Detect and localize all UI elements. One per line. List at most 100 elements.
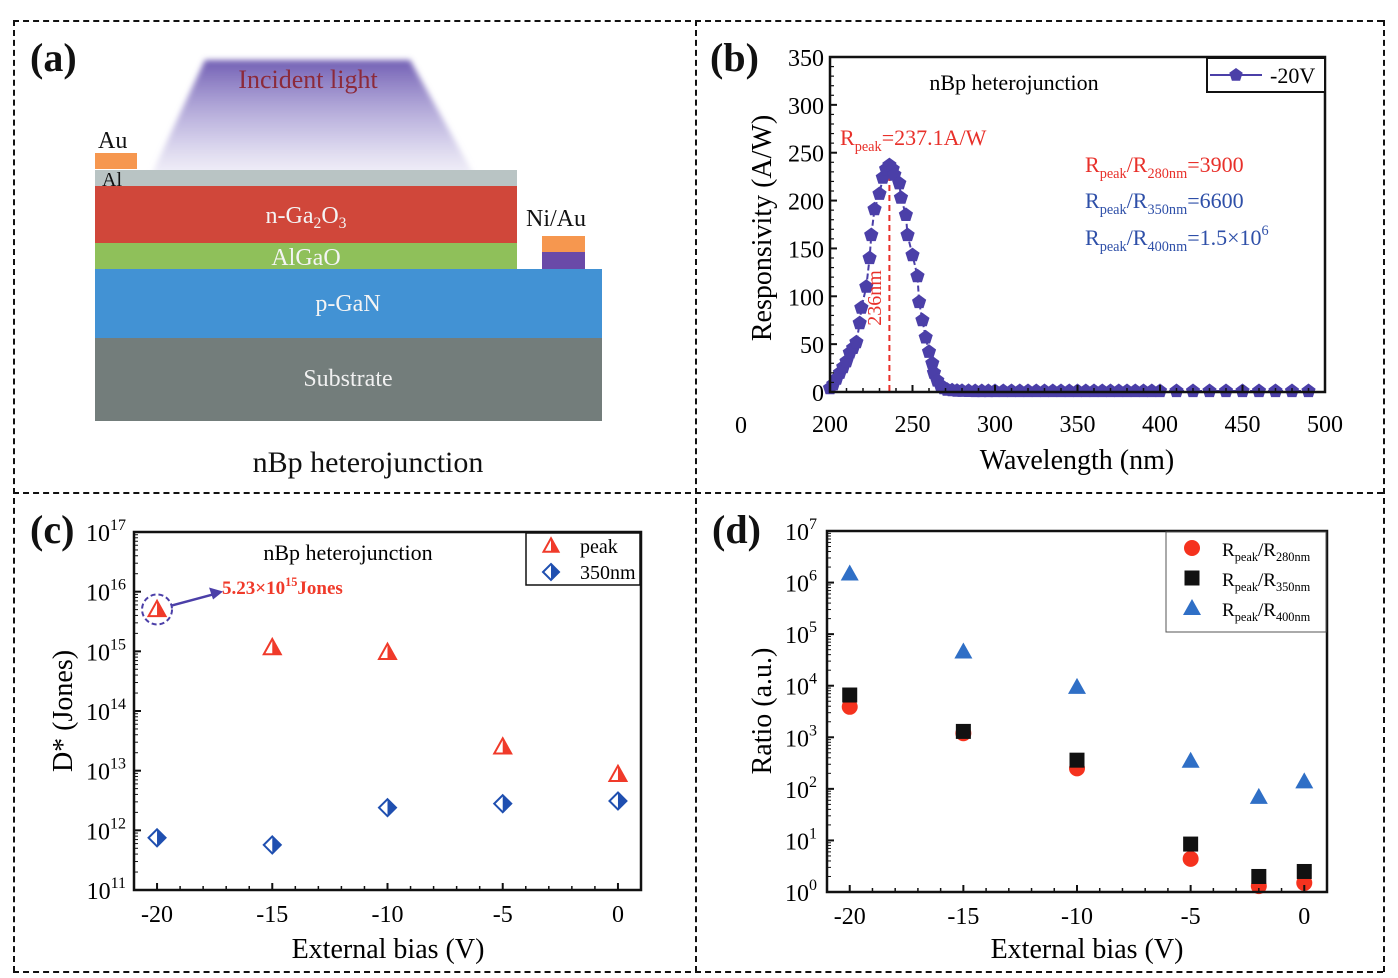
data-point-triangle xyxy=(1181,751,1200,768)
panel-border-top xyxy=(13,20,1383,22)
data-point xyxy=(846,340,861,354)
data-point xyxy=(940,382,955,396)
arrowhead-icon xyxy=(209,587,224,600)
data-point xyxy=(1152,383,1168,398)
x-tick-label: 0 xyxy=(1298,904,1310,930)
data-point xyxy=(968,383,983,398)
data-point xyxy=(882,157,897,172)
peak-annotation: Rpeak=237.1A/W xyxy=(840,125,987,155)
data-point xyxy=(900,227,915,242)
data-point xyxy=(915,312,930,327)
layer-al xyxy=(95,170,517,186)
legend-marker xyxy=(541,562,561,582)
x-tick-label: 300 xyxy=(977,412,1013,438)
data-point xyxy=(1235,383,1250,398)
plot-frame xyxy=(825,529,1329,894)
legend-marker-fill xyxy=(551,538,559,552)
data-point xyxy=(859,279,874,293)
data-point xyxy=(1218,383,1234,398)
legend-marker-pentagon xyxy=(1229,68,1243,81)
data-point-circle xyxy=(955,725,972,742)
layer-p-gan xyxy=(95,269,602,338)
data-point xyxy=(949,383,965,397)
data-point-350nm-fill xyxy=(157,829,166,847)
legend-label-350: Rpeak/R350nm xyxy=(1222,570,1311,594)
legend-marker xyxy=(541,536,561,553)
contact-al-label: Al xyxy=(102,169,122,191)
y-tick-label: 102 xyxy=(785,774,817,804)
x-tick-label: 500 xyxy=(1307,412,1343,438)
panel-label-c: (c) xyxy=(30,507,75,552)
data-point-350nm-fill xyxy=(502,795,512,813)
extra-x-tick-label: 0 xyxy=(735,413,747,439)
contact-ni-au-label: Ni/Au xyxy=(526,206,586,232)
legend: peak 350nm xyxy=(525,532,641,586)
data-point xyxy=(1020,383,1036,398)
x-tick-label: -5 xyxy=(493,902,513,928)
y-tick-label: 0 xyxy=(812,381,824,407)
data-point xyxy=(862,250,877,265)
data-point xyxy=(885,161,900,176)
data-point-350nm xyxy=(492,793,513,814)
data-point xyxy=(1169,383,1184,398)
legend-label-350nm: 350nm xyxy=(580,562,636,584)
data-point xyxy=(898,207,913,221)
data-point-peak-fill xyxy=(272,638,281,655)
data-point xyxy=(892,175,907,190)
legend-marker-fill xyxy=(551,564,559,580)
data-point-350nm xyxy=(262,834,283,855)
data-point xyxy=(1070,383,1085,398)
data-point-triangle xyxy=(1249,787,1268,804)
x-tick-label: -15 xyxy=(256,902,288,928)
data-point-square xyxy=(1183,836,1199,852)
legend: Rpeak/R280nm Rpeak/R350nm Rpeak/R400nm xyxy=(1165,531,1327,633)
series-20v xyxy=(822,157,1316,398)
x-tick-label: -10 xyxy=(1061,904,1093,930)
data-point xyxy=(836,359,851,374)
data-point xyxy=(1136,383,1151,398)
data-point xyxy=(1053,383,1069,398)
data-point-square xyxy=(1251,868,1267,884)
x-axis-label: Wavelength (nm) xyxy=(980,445,1174,476)
y-tick-label: 100 xyxy=(788,285,824,311)
data-point xyxy=(1144,383,1159,398)
data-point-triangle xyxy=(954,642,973,659)
contact-ni-au-bottom xyxy=(542,252,585,269)
data-point xyxy=(921,344,937,358)
y-tick-label: 1013 xyxy=(86,756,126,786)
layer-algao-label: AlGaO xyxy=(271,245,340,271)
x-axis-label: External bias (V) xyxy=(991,934,1184,965)
y-axis-label: Ratio (a.u.) xyxy=(747,648,778,775)
data-point xyxy=(852,315,867,330)
data-point xyxy=(839,353,854,368)
x-tick-label: 250 xyxy=(895,412,931,438)
data-point xyxy=(893,190,909,204)
layer-algao xyxy=(95,243,517,269)
y-tick-label: 350 xyxy=(788,46,824,72)
x-axis-label: External bias (V) xyxy=(292,934,485,965)
data-point xyxy=(926,365,942,379)
data-point xyxy=(887,167,902,181)
data-point xyxy=(1062,383,1077,398)
series-line xyxy=(829,163,1309,392)
data-point xyxy=(987,383,1003,398)
data-point xyxy=(1095,383,1110,398)
legend-marker-half-triangle xyxy=(541,536,561,553)
x-tick-label: 400 xyxy=(1142,412,1178,438)
schematic-caption: nBp heterojunction xyxy=(253,446,484,479)
data-point xyxy=(842,345,857,359)
data-point xyxy=(875,170,890,184)
plot-frame xyxy=(828,55,1327,394)
y-tick-label: 106 xyxy=(785,568,817,598)
y-axis-label: Responsivity (A/W) xyxy=(747,115,778,341)
legend-marker-square xyxy=(1184,570,1200,586)
chart-c-title: nBp heterojunction xyxy=(263,540,432,565)
x-tick-label: -20 xyxy=(141,902,173,928)
data-point xyxy=(829,371,844,385)
legend-label: -20V xyxy=(1270,63,1315,88)
contact-au-label: Au xyxy=(98,128,127,154)
data-point-triangle xyxy=(1068,677,1086,694)
x-tick-label: 200 xyxy=(812,412,848,438)
data-point xyxy=(1111,383,1126,398)
legend-box xyxy=(1206,57,1326,93)
